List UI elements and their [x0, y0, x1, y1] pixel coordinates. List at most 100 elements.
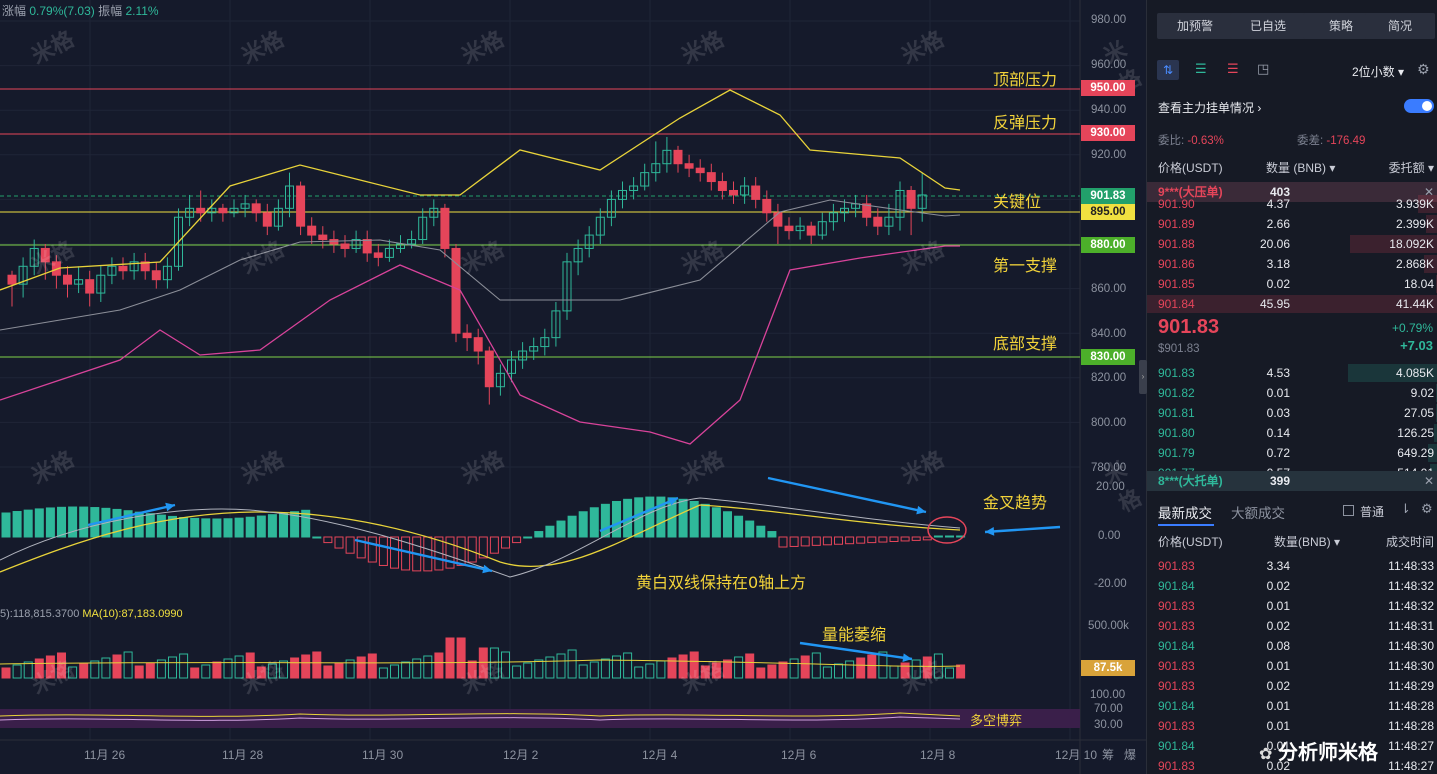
volume-legend: 5):118,815.3700 MA(10):87,183.0990	[0, 608, 183, 620]
depth-bar	[1418, 195, 1437, 213]
overview-button[interactable]: 简况	[1365, 13, 1435, 39]
trend-arrow-head	[916, 505, 926, 515]
trade-row[interactable]: 901.83 3.34 11:48:33	[1147, 556, 1437, 576]
watchlist-button[interactable]: 已自选	[1230, 13, 1306, 39]
quantity: 0.02	[1266, 759, 1290, 773]
trade-row[interactable]: 901.84 0.08 11:48:30	[1147, 636, 1437, 656]
ask-row[interactable]: 901.89 2.66 2.399K	[1147, 214, 1437, 234]
tab-large-trades[interactable]: 大额成交	[1231, 506, 1285, 521]
ask-row[interactable]: 901.84 45.95 41.44K	[1147, 294, 1437, 314]
candle-body	[40, 247, 50, 263]
time: 11:48:30	[1388, 659, 1434, 673]
macd-bar	[301, 509, 311, 538]
price: 901.84	[1158, 699, 1195, 713]
chip-button[interactable]: 筹	[1102, 748, 1115, 762]
volume-bar	[734, 656, 744, 679]
volume-bar	[356, 656, 366, 679]
macd-bar	[867, 536, 877, 544]
trade-row[interactable]: 901.83 0.01 11:48:30	[1147, 656, 1437, 676]
candle-body	[507, 359, 516, 374]
volume-bar	[600, 658, 610, 679]
bid-row[interactable]: 901.80 0.14 126.25	[1147, 423, 1437, 443]
bid-row[interactable]: 901.81 0.03 27.05	[1147, 403, 1437, 423]
bid-row[interactable]: 901.79 0.72 649.29	[1147, 443, 1437, 463]
macd-note: 黄白双线保持在0轴上方	[636, 573, 807, 592]
settings-icon[interactable]: ⚙	[1417, 61, 1430, 77]
decimals-select[interactable]: 2位小数 ▾	[1352, 63, 1404, 80]
volume-bar	[279, 660, 288, 679]
trade-row[interactable]: 901.83 0.02 11:48:27	[1147, 756, 1437, 774]
orderbook-both-icon[interactable]: ⇅	[1157, 60, 1179, 80]
ask-row[interactable]: 901.85 0.02 18.04	[1147, 274, 1437, 294]
trade-row[interactable]: 901.83 0.02 11:48:29	[1147, 676, 1437, 696]
candle-body	[828, 212, 838, 223]
trades-header-qty[interactable]: 数量(BNB) ▾	[1274, 535, 1341, 549]
big-ask-row[interactable]: 9***(大压单) 403 ✕	[1147, 182, 1437, 202]
trade-row[interactable]: 901.83 0.01 11:48:32	[1147, 596, 1437, 616]
level-label-key: 关键位	[993, 192, 1042, 211]
change-label: 涨幅	[2, 4, 27, 18]
orderbook-trades-icon[interactable]: ◳	[1257, 61, 1270, 76]
depth-toggle-label[interactable]: 查看主力挂单情况 ›	[1158, 101, 1262, 115]
price: 901.82	[1158, 386, 1195, 400]
quantity: 0.03	[1266, 406, 1290, 420]
level-badge-830: 830.00	[1081, 349, 1135, 365]
liquidation-button[interactable]: 爆	[1124, 748, 1137, 762]
collapse-panel-handle[interactable]: ›	[1139, 360, 1147, 394]
volume-bar	[956, 664, 966, 679]
trade-row[interactable]: 901.83 0.02 11:48:31	[1147, 616, 1437, 636]
trend-arrow	[87, 503, 176, 527]
depth-bar	[1350, 235, 1437, 253]
trade-row[interactable]: 901.84 0.01 11:48:27	[1147, 736, 1437, 756]
price-axis-label: 860.00	[1091, 283, 1127, 295]
ask-row[interactable]: 901.86 3.18 2.868K	[1147, 254, 1437, 274]
price: 901.83	[1158, 759, 1195, 773]
normal-checkbox[interactable]	[1343, 505, 1354, 516]
macd-bar	[145, 513, 155, 538]
trades-header-price: 价格(USDT)	[1158, 535, 1223, 549]
settings-icon[interactable]: ⚙	[1421, 501, 1433, 516]
bid-row[interactable]: 901.82 0.01 9.02	[1147, 383, 1437, 403]
trade-row[interactable]: 901.84 0.02 11:48:32	[1147, 576, 1437, 596]
ob-header-qty[interactable]: 数量 (BNB) ▾	[1266, 161, 1336, 175]
filter-icon[interactable]: ⇂	[1400, 501, 1411, 516]
trend-arrow	[599, 496, 679, 533]
price-axis-label: 820.00	[1091, 372, 1127, 384]
volume-bar	[212, 661, 222, 679]
level-label-bottom: 底部支撑	[993, 334, 1058, 353]
price-axis-label: 800.00	[1091, 417, 1127, 429]
trade-row[interactable]: 901.84 0.01 11:48:28	[1147, 696, 1437, 716]
volume-bar	[623, 652, 633, 679]
macd-bar	[956, 535, 966, 538]
macd-bar	[789, 536, 799, 547]
macd-bar	[245, 516, 255, 538]
volume-bar	[656, 660, 666, 679]
orderbook-bids-icon[interactable]: ☰	[1195, 61, 1207, 76]
candle-body	[562, 261, 572, 312]
macd-axis-label: 0.00	[1098, 530, 1121, 542]
trade-row[interactable]: 901.83 0.01 11:48:28	[1147, 716, 1437, 736]
trend-arrow-head	[668, 497, 678, 506]
volume-bar	[878, 651, 888, 679]
depth-toggle-switch[interactable]	[1404, 99, 1434, 113]
ob-header-amount[interactable]: 委托额 ▾	[1388, 161, 1434, 175]
big-bid-row[interactable]: 8***(大托单) 399 ✕	[1147, 471, 1437, 491]
quantity: 0.02	[1266, 679, 1290, 693]
chart-area[interactable]: 涨幅 0.79%(7.03) 振幅 2.11% 米格 米格 米格 米格 米格 米…	[0, 0, 1146, 774]
close-icon[interactable]: ✕	[1423, 474, 1434, 488]
price-chart[interactable]	[0, 0, 1146, 774]
tab-latest-trades[interactable]: 最新成交	[1158, 506, 1212, 521]
add-alert-button[interactable]: 加预警	[1157, 13, 1233, 39]
volume-bar	[567, 649, 577, 679]
quantity: 4.37	[1266, 197, 1290, 211]
ratio-info: 委比: -0.63%	[1158, 132, 1224, 148]
close-icon[interactable]: ✕	[1423, 185, 1434, 199]
volume-bar	[101, 657, 111, 679]
macd-bar	[556, 520, 566, 538]
macd-axis-label: 20.00	[1096, 481, 1125, 493]
macd-bar	[600, 503, 610, 538]
ask-row[interactable]: 901.88 20.06 18.092K	[1147, 234, 1437, 254]
orderbook-asks-icon[interactable]: ☰	[1227, 61, 1239, 76]
ask-row[interactable]: 901.90 4.37 3.939K	[1147, 194, 1437, 214]
bid-row[interactable]: 901.83 4.53 4.085K	[1147, 363, 1437, 383]
